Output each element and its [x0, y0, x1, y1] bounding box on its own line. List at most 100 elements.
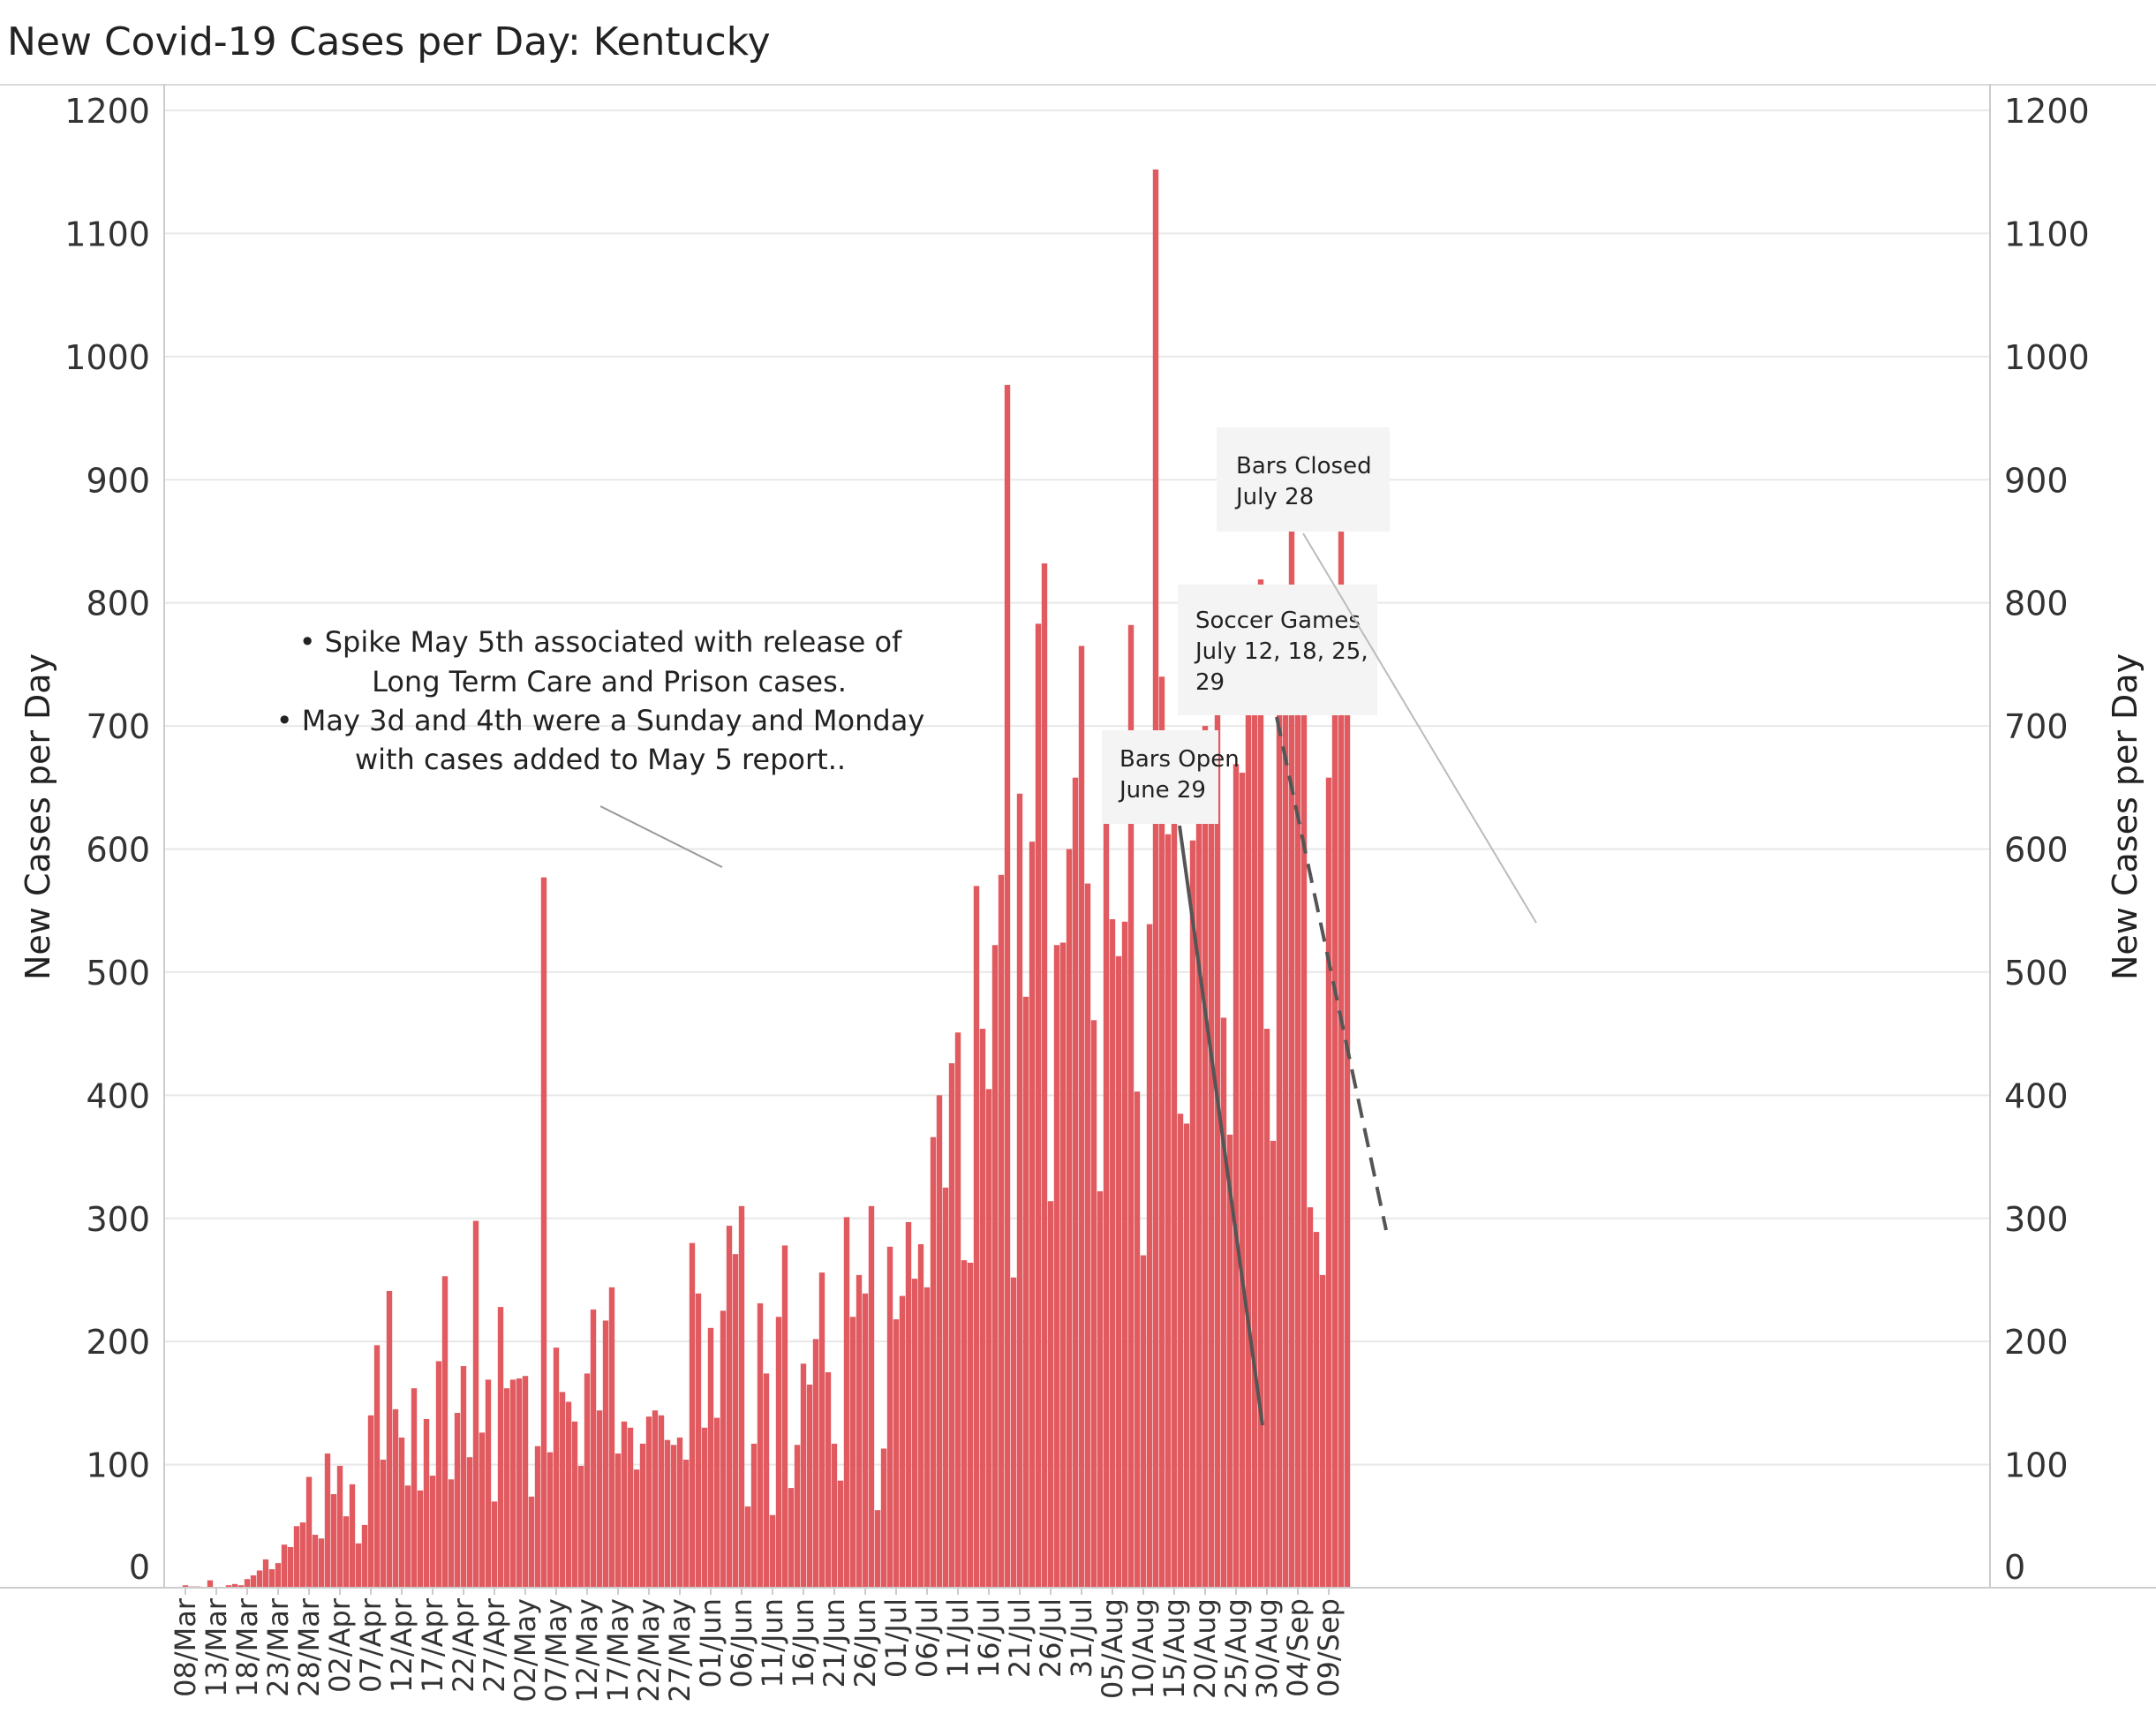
x-tick-label: 27/Apr [478, 1597, 511, 1693]
bar [503, 1388, 510, 1588]
bar-layer [182, 169, 1351, 1589]
x-tick-label: 10/Aug [1127, 1598, 1160, 1699]
bar [435, 1361, 442, 1588]
x-tick-label: 16/Jun [787, 1598, 820, 1688]
bar [1208, 801, 1215, 1588]
x-tick-label: 11/Jul [941, 1598, 975, 1678]
bar [1016, 793, 1023, 1588]
x-tick-label: 13/Mar [200, 1597, 233, 1697]
annotation-bars-closed-text: July 28 [1234, 484, 1314, 510]
bar [534, 1446, 541, 1588]
bar [275, 1563, 282, 1588]
bar [991, 945, 999, 1588]
annotation-bars-open-line [1178, 825, 1264, 1426]
bar [540, 877, 547, 1588]
annotation-soccer-games-line [1275, 716, 1388, 1231]
bar [1195, 817, 1202, 1588]
x-tick-label: 26/Jul [1034, 1598, 1067, 1678]
bar [923, 1287, 931, 1588]
bar [917, 1244, 924, 1588]
bar [330, 1494, 337, 1588]
bar [930, 1136, 937, 1588]
bar [577, 1465, 584, 1588]
bar [775, 1317, 782, 1588]
bar [479, 1432, 486, 1588]
bar [1276, 616, 1283, 1589]
x-tick-label: 06/Jul [910, 1598, 944, 1678]
bar [1300, 618, 1308, 1589]
bar [670, 1445, 677, 1588]
bar [998, 874, 1005, 1588]
y-tick-label-right: 500 [2004, 954, 2069, 993]
bar [769, 1514, 776, 1588]
y-tick-label-right: 900 [2004, 461, 2069, 500]
bar [973, 886, 980, 1588]
bar [639, 1443, 646, 1588]
bar [1183, 1123, 1190, 1588]
bar [584, 1373, 591, 1588]
x-tick-label: 21/Jul [1003, 1598, 1037, 1678]
annotation-soccer-games-text: Soccer Games [1195, 608, 1361, 634]
bar [849, 1317, 856, 1588]
bar [182, 1585, 189, 1588]
y-tick-label-left: 400 [86, 1076, 150, 1115]
bar [454, 1413, 461, 1588]
bar [1202, 726, 1209, 1588]
x-tick-label: 22/May [632, 1598, 666, 1703]
y-tick-label-left: 300 [86, 1200, 150, 1239]
bar [528, 1496, 535, 1588]
bar [281, 1544, 288, 1588]
bar [231, 1583, 238, 1588]
bar [256, 1570, 263, 1588]
bar [1103, 740, 1110, 1588]
bar [1047, 1201, 1054, 1588]
bar [874, 1510, 881, 1588]
bar [682, 1460, 690, 1588]
bar [788, 1488, 795, 1588]
bar [806, 1384, 813, 1588]
y-tick-label-left: 600 [86, 831, 150, 870]
annotation-spike-text: with cases added to May 5 report.. [355, 743, 846, 776]
annotation-bars-open-text: Bars Open [1119, 746, 1240, 773]
bar [1313, 1232, 1320, 1588]
bar [571, 1421, 578, 1588]
bar [911, 1279, 918, 1588]
bar [837, 1480, 844, 1588]
bar [1233, 764, 1240, 1588]
bar [750, 1443, 758, 1588]
bar [1263, 1029, 1270, 1588]
bar [590, 1309, 597, 1588]
bar [466, 1457, 473, 1588]
bar [460, 1366, 467, 1588]
bar [244, 1579, 251, 1588]
bar [1029, 842, 1036, 1588]
x-tick-label: 02/Apr [323, 1597, 357, 1693]
bar [1239, 773, 1246, 1588]
y-tick-label-left: 1200 [64, 92, 150, 131]
bar [398, 1437, 405, 1588]
bar [825, 1372, 832, 1588]
bar [1220, 1017, 1227, 1588]
bar [1331, 608, 1338, 1589]
bar [1319, 1274, 1326, 1588]
bar [225, 1585, 232, 1588]
bar [553, 1348, 560, 1588]
x-tick-label: 26/Jun [848, 1598, 882, 1688]
bar [707, 1327, 714, 1588]
bar [614, 1453, 622, 1588]
bar [627, 1427, 634, 1588]
bar [1022, 996, 1029, 1588]
bar [744, 1506, 751, 1588]
bar [1245, 668, 1252, 1588]
axis-layer: 0 0 100 100 200 200 300 300 400 400 500 500 600 600 70… [0, 84, 2156, 1703]
bar [954, 1032, 961, 1588]
bar [336, 1465, 343, 1588]
bar [856, 1274, 863, 1588]
y-tick-label-left: 0 [129, 1548, 150, 1587]
chart-title: New Covid-19 Cases per Day: Kentucky [7, 19, 771, 64]
annotation-soccer-games-text: 29 [1195, 669, 1225, 696]
bar [1325, 777, 1332, 1588]
y-tick-label-right: 400 [2004, 1076, 2069, 1115]
bar [658, 1415, 665, 1588]
